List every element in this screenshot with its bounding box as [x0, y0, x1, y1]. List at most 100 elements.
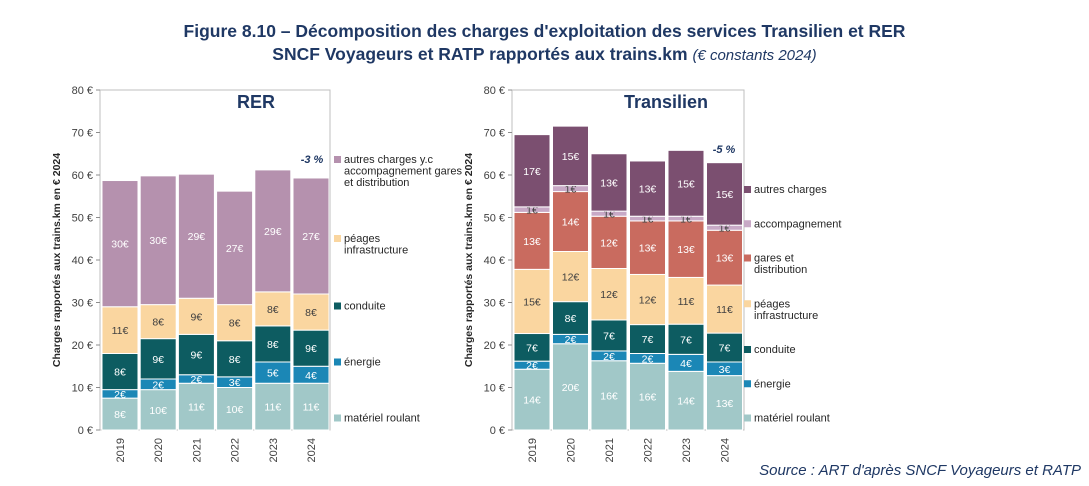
figure-title-units: (€ constants 2024)	[692, 47, 817, 64]
transilien-bar-segment	[706, 162, 743, 226]
transilien-bar-segment	[629, 362, 666, 431]
transilien-legend-swatch	[744, 300, 751, 308]
rer-legend-label: matériel roulant	[344, 413, 420, 425]
rer-data-label: 10€	[149, 405, 167, 417]
rer-legend-label: énergie	[344, 357, 381, 369]
rer-data-label: 4€	[305, 370, 317, 382]
rer-bar-segment	[139, 389, 177, 431]
rer-ytick-label: 10 €	[72, 383, 93, 395]
transilien-ytick-label: 80 €	[484, 85, 505, 97]
rer-data-label: 8€	[267, 304, 279, 316]
rer-data-label: 10€	[226, 404, 244, 416]
transilien-legend-label: énergie	[754, 378, 791, 390]
transilien-data-label: 17€	[523, 166, 541, 178]
rer-x-tick-label: 2022	[230, 438, 242, 462]
rer-data-label: 2€	[152, 379, 164, 391]
rer-data-label: 11€	[303, 402, 320, 414]
rer-x-tick-label: 2024	[306, 438, 318, 462]
transilien-bar-segment	[513, 333, 551, 362]
rer-data-label: 8€	[305, 307, 317, 319]
rer-bar-segment	[139, 338, 177, 380]
rer-chart-title: RER	[237, 92, 275, 112]
rer-data-label: 9€	[305, 343, 317, 355]
rer-data-label: 2€	[191, 374, 203, 386]
transilien-bar-segment	[590, 268, 628, 321]
rer-bar-segment	[216, 304, 254, 342]
transilien-data-label: 11€	[716, 304, 733, 316]
figure-title-line1: Figure 8.10 – Décomposition des charges …	[183, 21, 906, 41]
rer-data-label: 9€	[191, 311, 203, 323]
transilien-data-label: 11€	[678, 296, 695, 308]
transilien-data-label: 7€	[642, 334, 654, 346]
rer-data-label: 11€	[264, 402, 281, 414]
transilien-data-label: 7€	[526, 342, 538, 354]
rer-bar-segment	[292, 177, 330, 295]
rer-data-label: 8€	[114, 367, 126, 379]
rer-bar-segment	[139, 304, 177, 340]
rer-bar-segment	[101, 306, 139, 354]
rer-data-label: 8€	[267, 339, 279, 351]
transilien-legend-swatch	[744, 414, 751, 422]
transilien-data-label: 3€	[719, 364, 731, 376]
rer-bar-segment	[216, 387, 254, 431]
rer-bar-segment	[216, 190, 254, 306]
transilien-legend-swatch	[744, 220, 751, 228]
rer-ytick-label: 80 €	[72, 85, 93, 97]
rer-bar-segment	[139, 175, 177, 306]
rer-ytick-label: 30 €	[72, 298, 93, 310]
transilien-bar-segment	[513, 134, 551, 208]
transilien-ytick-label: 40 €	[484, 255, 505, 267]
rer-data-label: 30€	[149, 235, 167, 247]
transilien-x-tick-label: 2024	[720, 438, 732, 462]
rer-bar-segment	[254, 382, 292, 431]
rer-legend-label: autres charges y.c	[344, 154, 434, 166]
transilien-x-tick-label: 2023	[681, 438, 693, 462]
transilien-bar-segment	[667, 149, 705, 217]
transilien-bar-segment	[629, 324, 666, 355]
transilien-ytick-label: 30 €	[484, 298, 505, 310]
transilien-data-label: 4€	[680, 358, 692, 370]
transilien-data-label: 7€	[680, 334, 692, 346]
transilien-data-label: 12€	[639, 295, 657, 307]
rer-bar-segment	[254, 169, 292, 293]
transilien-data-label: 1€	[680, 214, 692, 226]
transilien-data-label: 13€	[639, 184, 657, 196]
transilien-bar-segment	[552, 125, 589, 187]
transilien-data-label: 20€	[562, 382, 580, 394]
transilien-bar-segment	[706, 284, 743, 334]
transilien-data-label: 1€	[603, 209, 615, 221]
rer-data-label: 8€	[114, 409, 126, 421]
transilien-ytick-label: 50 €	[484, 213, 505, 225]
transilien-bar-segment	[552, 191, 589, 252]
transilien-data-label: 15€	[562, 151, 580, 163]
rer-legend-swatch	[334, 156, 341, 163]
transilien-x-tick-label: 2021	[604, 438, 616, 462]
transilien-ytick-label: 60 €	[484, 170, 505, 182]
rer-ytick-label: 60 €	[72, 170, 93, 182]
rer-data-label: 3€	[229, 377, 241, 389]
transilien-legend-label: accompagnement	[754, 218, 841, 230]
transilien-data-label: 2€	[642, 353, 654, 365]
rer-ytick-label: 50 €	[72, 213, 93, 225]
rer-bar-segment	[292, 329, 330, 367]
rer-legend-label: et distribution	[344, 177, 409, 189]
transilien-bar-segment	[629, 220, 666, 275]
transilien-data-label: 1€	[526, 205, 538, 217]
transilien-ytick-label: 20 €	[484, 340, 505, 352]
rer-data-label: 11€	[188, 402, 205, 414]
transilien-legend-swatch	[744, 380, 751, 388]
transilien-data-label: 14€	[523, 395, 541, 407]
rer-data-label: 5€	[267, 368, 279, 380]
transilien-data-label: 15€	[677, 178, 695, 190]
figure-title-line2-main: SNCF Voyageurs et RATP rapportés aux tra…	[272, 44, 688, 64]
transilien-y-axis-label: Charges rapportés aux trains.km en € 202…	[463, 153, 475, 367]
transilien-bar-segment	[667, 323, 705, 355]
rer-bar-segment	[177, 297, 215, 335]
rer-ytick-label: 20 €	[72, 340, 93, 352]
transilien-data-label: 13€	[600, 177, 618, 189]
rer-ytick-label: 40 €	[72, 255, 93, 267]
transilien-legend-swatch	[744, 254, 751, 262]
transilien-legend-label: infrastructure	[754, 310, 818, 322]
transilien-bar-segment	[706, 375, 743, 431]
transilien-data-label: 13€	[639, 243, 657, 255]
